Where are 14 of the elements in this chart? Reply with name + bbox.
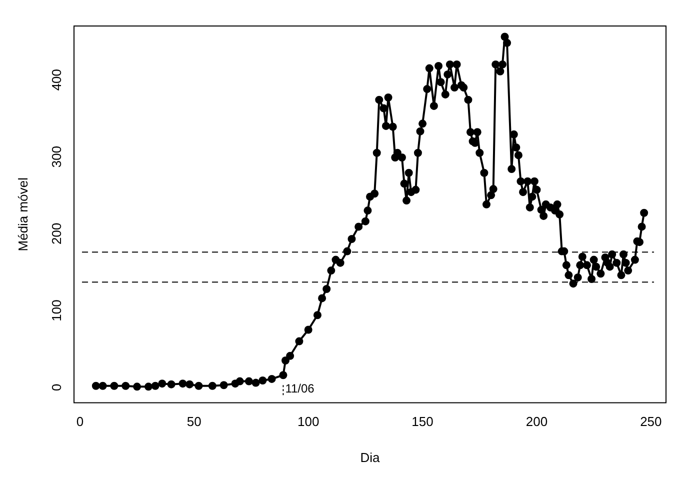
x-tick-label: 200 <box>526 414 548 430</box>
y-tick-label: 100 <box>49 300 64 322</box>
y-tick-label: 0 <box>49 384 64 392</box>
y-tick-label: 400 <box>49 68 64 91</box>
x-tick-label: 50 <box>186 414 202 430</box>
x-tick-label: 0 <box>76 414 84 430</box>
y-tick-label: 200 <box>49 222 64 244</box>
x-tick-label: 150 <box>412 414 434 430</box>
x-tick-label: 250 <box>640 414 662 430</box>
y-tick-label: 300 <box>49 146 64 168</box>
y-axis-title: Média móvel <box>15 177 30 252</box>
annotation: 11/06 <box>285 381 315 396</box>
x-tick-label: 100 <box>297 414 320 430</box>
x-axis-title: Dia <box>360 450 381 465</box>
